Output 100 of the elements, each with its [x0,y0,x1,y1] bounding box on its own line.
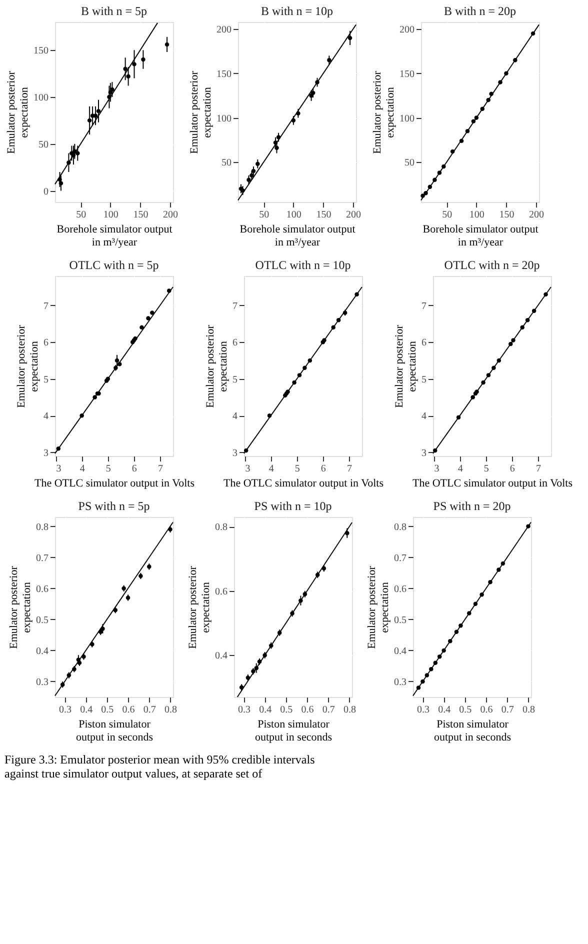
x-tick-label: 50 [259,210,270,220]
x-tick-label: 100 [469,210,484,220]
x-tick-label: 3 [56,464,62,474]
caption: Figure 3.3: Emulator posterior mean with 95% credible intervals against true simulator output values, at separate set of [4,752,316,780]
y-tick-label: 4 [44,411,48,422]
chart-title: B with n = 20p [444,4,516,18]
x-tick-label: 100 [286,210,302,220]
chart-title: OTLC with n = 20p [444,258,540,272]
y-tick-label: 0.7 [394,552,406,564]
y-tick-label: 6 [44,338,48,349]
x-tick-label: 0.8 [344,704,356,716]
y-tick-label: 0.3 [36,676,48,688]
y-tick-label: 150 [34,46,48,57]
y-tick-label: 5 [422,374,426,386]
x-axis-title: The OTLC simulator output in Volts [34,478,195,490]
x-tick-label: 0.8 [522,704,536,716]
x-tick-label: 5 [484,464,489,474]
y-tick-label: 50 [404,158,414,169]
y-tick-label: 0.4 [36,646,48,657]
x-tick-label: 3 [245,464,250,474]
y-tick-label: 0.4 [215,650,228,662]
y-tick-label: 0.6 [36,584,48,595]
y-tick-label: 0.8 [215,522,228,534]
chart-title: B with n = 5p [80,4,148,18]
y-tick-label: 3 [44,448,48,459]
y-tick-label: 6 [232,338,238,349]
y-tick-label: 0.6 [394,584,406,595]
y-tick-label: 0.7 [36,552,48,564]
x-tick-label: 0.4 [438,704,451,716]
x-tick-label: 0.4 [80,704,93,716]
x-tick-label: 7 [346,464,352,474]
y-tick-label: 7 [422,300,426,312]
y-tick-label: 50 [222,158,232,169]
x-tick-label: 50 [442,210,452,220]
y-tick-label: 0.8 [36,522,48,533]
x-tick-label: 5 [294,464,300,474]
x-axis-title: Borehole simulator output in m³/year [240,224,356,248]
x-tick-label: 0.7 [143,704,156,716]
y-tick-label: 200 [400,24,414,36]
x-tick-label: 4 [268,464,274,474]
y-axis-title: Emulator posterior expectation [16,324,40,408]
chart-title: OTLC with n = 10p [255,258,351,272]
x-tick-label: 3 [434,464,440,474]
y-tick-label: 3 [422,448,426,459]
y-tick-label: 150 [216,68,232,80]
chart-title: PS with n = 5p [78,499,150,513]
x-tick-label: 0.7 [322,704,335,716]
x-axis-title: Piston simulator output in seconds [76,718,153,744]
x-tick-label: 0.6 [480,704,493,716]
y-axis-title: Emulator posterior expectation [204,324,230,408]
y-axis-title: Emulator posterior expectation [6,70,30,154]
x-tick-label: 150 [499,210,514,220]
y-tick-label: 6 [422,338,426,349]
x-axis-title: Piston simulator output in seconds [255,718,332,744]
y-axis-title: Emulator posterior expectation [187,566,212,649]
x-tick-label: 0.5 [280,704,293,716]
x-tick-label: 0.5 [459,704,472,716]
y-tick-label: 100 [400,113,414,124]
y-tick-label: 7 [44,300,48,312]
y-tick-label: 150 [400,68,414,80]
x-axis-title: The OTLC simulator output in Volts [223,478,384,490]
x-tick-label: 200 [346,210,362,220]
y-tick-label: 7 [232,300,238,312]
x-tick-label: 4 [458,464,463,474]
y-tick-label: 0.4 [394,646,406,657]
x-tick-label: 7 [536,464,541,474]
chart-title: PS with n = 10p [254,499,332,513]
x-tick-label: 100 [103,210,118,220]
chart-title: PS with n = 20p [433,499,511,513]
y-axis-title: Emulator posterior expectation [188,70,214,154]
x-tick-label: 50 [76,210,86,220]
y-tick-label: 100 [34,92,48,104]
y-tick-label: 4 [232,411,238,422]
x-tick-label: 5 [106,464,111,474]
x-axis-title: Borehole simulator output in m³/year [422,224,538,248]
y-tick-label: 0 [44,186,48,198]
y-axis-title: Emulator posterior expectation [8,566,33,649]
y-tick-label: 3 [232,448,238,459]
x-tick-label: 0.8 [164,704,178,716]
x-tick-label: 6 [320,464,326,474]
y-tick-label: 0.3 [394,676,406,688]
x-tick-label: 4 [80,464,85,474]
x-tick-label: 6 [132,464,137,474]
y-tick-label: 4 [422,411,426,422]
chart-title: B with n = 10p [260,4,334,18]
y-tick-label: 200 [216,24,232,36]
x-tick-label: 0.5 [101,704,114,716]
x-tick-label: 6 [510,464,515,474]
x-tick-label: 200 [529,210,544,220]
y-tick-label: 0.5 [36,614,48,626]
x-axis-title: The OTLC simulator output in Volts [412,478,573,490]
y-axis-title: Emulator posterior expectation [394,324,418,408]
chart-title: OTLC with n = 5p [69,258,159,272]
y-tick-label: 5 [44,374,48,386]
y-tick-label: 0.8 [394,522,406,533]
y-tick-label: 100 [216,113,232,124]
x-axis-title: Piston simulator output in seconds [434,718,511,744]
x-tick-label: 0.3 [58,704,72,716]
x-tick-label: 150 [316,210,332,220]
x-tick-label: 0.6 [301,704,314,716]
